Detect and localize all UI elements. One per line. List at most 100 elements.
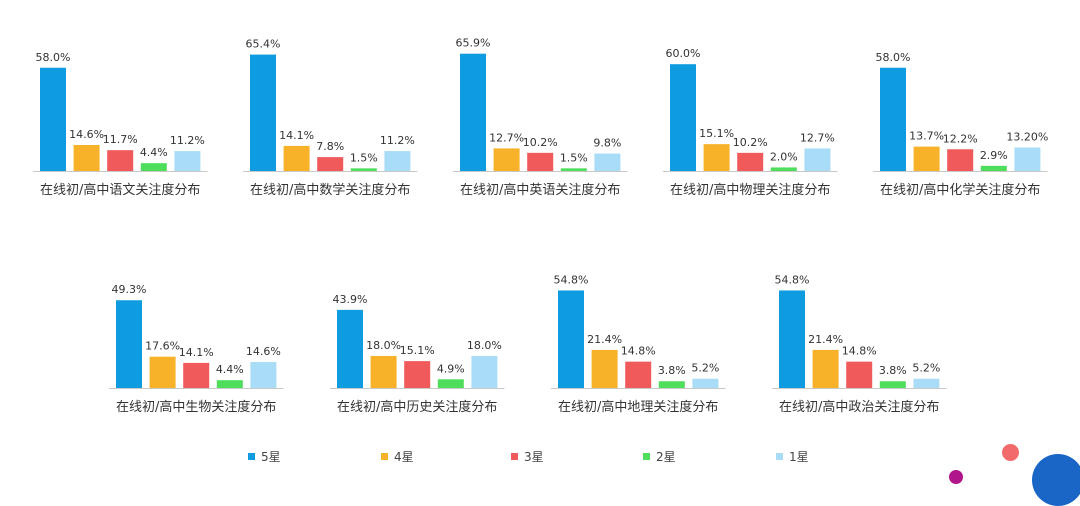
legend-swatch-4star (381, 452, 388, 460)
decor-circle-blue (1032, 454, 1080, 506)
legend-swatch-5star (248, 452, 255, 460)
bar-1star (384, 151, 411, 171)
charts-canvas: 58.0%14.6%11.7%4.4%11.2%在线初/高中语文关注度分布65.… (33, 37, 1048, 415)
chart-title: 在线初/高中物理关注度分布 (670, 182, 830, 198)
data-label-5star: 58.0% (876, 51, 911, 64)
chart-panel-9: 54.8% 21.4%14.8%3.8% 5.2% 在线初/高中政治关注度分布 (772, 273, 947, 415)
chart-panel-4: 60.0% 15.1%10.2%2.0%12.7% 在线初/高中物理关注度分布 (663, 47, 838, 198)
chart-panel-6: 49.3% 17.6%14.1%4.4%14.6% 在线初/高中生物关注度分布 (109, 283, 284, 415)
chart-panel-1: 58.0% 14.6%11.7%4.4%11.2% 在线初/高中语文关注度分布 (33, 51, 208, 198)
data-label-2star: 3.8% (879, 364, 907, 377)
bar-3star (625, 361, 652, 388)
data-label-5star: 65.4% (246, 38, 281, 51)
bar-3star (107, 150, 134, 171)
bar-2star (770, 167, 797, 171)
chart-panel-3: 65.9% 12.7%10.2%1.5% 9.8% 在线初/高中英语关注度分布 (453, 37, 628, 198)
data-label-1star: 5.2% (691, 362, 719, 375)
chart-panel-2: 65.4% 14.1%7.8% 1.5%11.2% 在线初/高中数学关注度分布 (243, 38, 418, 198)
data-label-1star: 11.2% (170, 134, 205, 147)
bar-2star (216, 380, 243, 388)
data-label-1star: 12.7% (800, 131, 835, 144)
legend-label-5star: 5星 (261, 449, 281, 464)
legend-swatch-3star (511, 452, 518, 460)
data-label-3star: 14.8% (621, 345, 656, 358)
data-label-2star: 2.0% (770, 150, 798, 163)
bar-5star (558, 290, 584, 388)
bar-5star (116, 300, 142, 388)
data-label-4star: 12.7% (489, 131, 524, 144)
data-label-1star: 18.0% (467, 339, 502, 352)
bar-1star (471, 355, 498, 388)
chart-title: 在线初/高中语文关注度分布 (40, 182, 200, 198)
bar-4star (370, 355, 397, 388)
bar-1star (1014, 147, 1041, 171)
bar-5star (40, 67, 66, 171)
data-label-5star: 49.3% (112, 283, 147, 296)
decor-circle-red (1002, 444, 1019, 461)
bar-2star (350, 168, 377, 171)
legend: 5星 4星 3星 2星 1星 (0, 446, 1080, 466)
data-label-1star: 5.2% (912, 362, 940, 375)
data-label-5star: 65.9% (456, 37, 491, 50)
bar-4star (913, 146, 940, 171)
legend-item-5star: 5星 (248, 446, 281, 466)
bar-3star (846, 361, 873, 388)
data-label-4star: 15.1% (699, 127, 734, 140)
bar-3star (527, 152, 554, 171)
data-label-2star: 2.9% (980, 149, 1008, 162)
chart-title: 在线初/高中地理关注度分布 (558, 399, 718, 415)
bar-2star (879, 381, 906, 388)
data-label-1star: 11.2% (380, 134, 415, 147)
bar-5star (337, 309, 363, 388)
chart-panel-8: 54.8% 21.4%14.8%3.8% 5.2% 在线初/高中地理关注度分布 (551, 273, 726, 415)
bar-1star (692, 378, 719, 388)
bar-5star (670, 64, 696, 171)
bar-2star (437, 379, 464, 388)
data-label-5star: 54.8% (775, 273, 810, 286)
data-label-4star: 14.6% (69, 128, 104, 141)
legend-item-1star: 1星 (776, 446, 809, 466)
data-label-5star: 54.8% (554, 273, 589, 286)
bar-1star (174, 151, 201, 171)
data-label-4star: 14.1% (279, 129, 314, 142)
chart-title: 在线初/高中英语关注度分布 (460, 182, 620, 198)
legend-label-2star: 2星 (656, 449, 676, 464)
data-label-3star: 15.1% (400, 344, 435, 357)
chart-title: 在线初/高中政治关注度分布 (779, 399, 939, 415)
bar-2star (658, 381, 685, 388)
bar-3star (404, 361, 431, 388)
data-label-3star: 14.8% (842, 345, 877, 358)
data-label-3star: 10.2% (523, 136, 558, 149)
legend-item-4star: 4星 (381, 446, 414, 466)
bar-5star (250, 54, 276, 172)
legend-label-3star: 3星 (524, 449, 544, 464)
data-label-5star: 60.0% (666, 47, 701, 60)
data-label-2star: 3.8% (658, 364, 686, 377)
bar-4star (591, 349, 618, 388)
bar-4star (73, 145, 100, 171)
data-label-5star: 58.0% (36, 51, 71, 64)
bar-2star (140, 163, 167, 171)
bar-4star (149, 356, 176, 388)
legend-label-4star: 4星 (394, 449, 414, 464)
chart-panel-7: 43.9%18.0%15.1%4.9%18.0%在线初/高中历史关注度分布 (330, 293, 505, 415)
data-label-1star: 14.6% (246, 345, 281, 358)
data-label-4star: 21.4% (587, 333, 622, 346)
legend-item-3star: 3星 (511, 446, 544, 466)
legend-item-2star: 2星 (643, 446, 676, 466)
data-label-4star: 21.4% (808, 333, 843, 346)
decor-circle-purple (949, 470, 963, 484)
data-label-2star: 4.9% (437, 362, 465, 375)
data-label-5star: 43.9% (333, 293, 368, 306)
data-label-2star: 4.4% (140, 146, 168, 159)
bar-1star (804, 148, 831, 171)
data-label-3star: 11.7% (103, 133, 138, 146)
data-label-2star: 1.5% (350, 151, 378, 164)
data-label-3star: 7.8% (316, 140, 344, 153)
data-label-1star: 9.8% (593, 137, 621, 150)
chart-title: 在线初/高中历史关注度分布 (337, 399, 497, 415)
bar-4star (703, 144, 730, 171)
bar-2star (560, 168, 587, 171)
data-label-4star: 18.0% (366, 339, 401, 352)
bar-1star (594, 153, 621, 171)
